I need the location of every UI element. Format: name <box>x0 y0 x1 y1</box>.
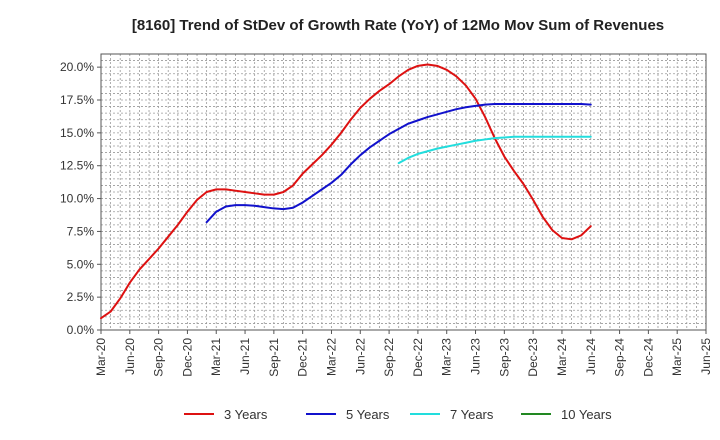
y-tick-label: 2.5% <box>67 290 95 304</box>
y-tick-label: 10.0% <box>60 192 94 206</box>
x-tick-label: Sep-23 <box>497 338 511 377</box>
x-tick-label: Dec-22 <box>411 338 425 377</box>
x-tick-label: Mar-22 <box>324 338 338 376</box>
x-tick-label: Jun-24 <box>584 338 598 375</box>
y-tick-label: 17.5% <box>60 93 94 107</box>
x-tick-label: Mar-24 <box>555 338 569 376</box>
x-tick-label: Sep-20 <box>152 338 166 377</box>
series-line-5-years <box>205 102 592 224</box>
x-tick-label: Sep-21 <box>267 338 281 377</box>
legend-label: 10 Years <box>561 407 612 422</box>
y-tick-label: 12.5% <box>60 159 94 173</box>
x-tick-label: Jun-25 <box>699 338 713 375</box>
x-tick-label: Sep-24 <box>613 338 627 377</box>
x-tick-label: Dec-21 <box>296 338 310 377</box>
x-tick-label: Mar-20 <box>94 338 108 376</box>
series-line-3-years <box>100 63 592 320</box>
y-tick-label: 20.0% <box>60 60 94 74</box>
chart-title: [8160] Trend of StDev of Growth Rate (Yo… <box>132 17 664 34</box>
x-tick-label: Dec-24 <box>641 338 655 377</box>
plot-area: 0.0% 2.5% 5.0% 7.5% 10.0% 12.5% 15.0% 17.5% 20.0… <box>60 53 713 377</box>
y-tick-label: 7.5% <box>67 224 95 238</box>
legend-label: 3 Years <box>224 407 268 422</box>
x-tick-label: Sep-22 <box>382 338 396 377</box>
y-tick-label: 5.0% <box>67 257 95 271</box>
x-tick-label: Dec-20 <box>180 338 194 377</box>
legend-label: 5 Years <box>346 407 390 422</box>
x-tick-label: Mar-21 <box>209 338 223 376</box>
x-tick-label: Jun-22 <box>353 338 367 375</box>
y-tick-label: 15.0% <box>60 126 94 140</box>
y-tick-label: 0.0% <box>67 323 95 337</box>
legend-label: 7 Years <box>450 407 494 422</box>
legend: 3 Years 5 Years 7 Years 10 Years <box>184 407 612 422</box>
x-tick-label: Jun-21 <box>238 338 252 375</box>
x-tick-label: Jun-20 <box>123 338 137 375</box>
plot-background <box>101 54 706 330</box>
x-tick-label: Mar-23 <box>440 338 454 376</box>
series-line-7-years <box>397 135 592 165</box>
plot-border <box>100 53 707 331</box>
x-tick-label: Dec-23 <box>526 338 540 377</box>
x-tick-label: Mar-25 <box>670 338 684 376</box>
x-tick-label: Jun-23 <box>469 338 483 375</box>
